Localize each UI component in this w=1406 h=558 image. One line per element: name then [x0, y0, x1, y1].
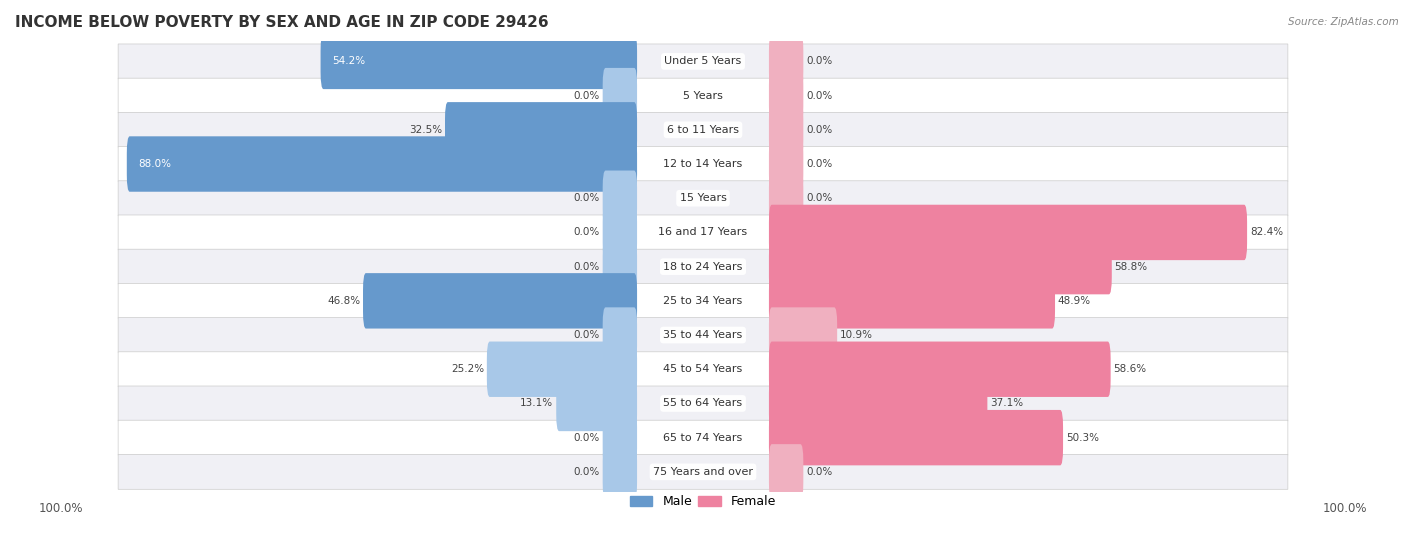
Text: Source: ZipAtlas.com: Source: ZipAtlas.com [1288, 17, 1399, 27]
FancyBboxPatch shape [603, 307, 637, 363]
FancyBboxPatch shape [118, 318, 1288, 353]
Text: 58.8%: 58.8% [1115, 262, 1147, 272]
FancyBboxPatch shape [118, 249, 1288, 284]
FancyBboxPatch shape [603, 205, 637, 260]
Text: 0.0%: 0.0% [574, 193, 600, 203]
FancyBboxPatch shape [603, 171, 637, 226]
Text: 48.9%: 48.9% [1057, 296, 1091, 306]
Text: 50.3%: 50.3% [1066, 432, 1099, 442]
Text: 0.0%: 0.0% [574, 432, 600, 442]
Text: 0.0%: 0.0% [574, 90, 600, 100]
FancyBboxPatch shape [769, 33, 803, 89]
FancyBboxPatch shape [769, 68, 803, 123]
FancyBboxPatch shape [486, 341, 637, 397]
FancyBboxPatch shape [769, 444, 803, 499]
Text: 75 Years and over: 75 Years and over [652, 467, 754, 477]
Text: 37.1%: 37.1% [990, 398, 1024, 408]
FancyBboxPatch shape [769, 102, 803, 157]
FancyBboxPatch shape [446, 102, 637, 157]
FancyBboxPatch shape [769, 239, 1112, 294]
Text: 0.0%: 0.0% [574, 467, 600, 477]
Text: 0.0%: 0.0% [806, 467, 832, 477]
FancyBboxPatch shape [118, 386, 1288, 421]
Text: INCOME BELOW POVERTY BY SEX AND AGE IN ZIP CODE 29426: INCOME BELOW POVERTY BY SEX AND AGE IN Z… [15, 15, 548, 30]
FancyBboxPatch shape [127, 136, 637, 192]
Text: 88.0%: 88.0% [138, 159, 172, 169]
FancyBboxPatch shape [363, 273, 637, 329]
FancyBboxPatch shape [118, 78, 1288, 113]
Text: 18 to 24 Years: 18 to 24 Years [664, 262, 742, 272]
FancyBboxPatch shape [118, 44, 1288, 79]
FancyBboxPatch shape [603, 239, 637, 294]
FancyBboxPatch shape [603, 444, 637, 499]
Text: 35 to 44 Years: 35 to 44 Years [664, 330, 742, 340]
FancyBboxPatch shape [321, 33, 637, 89]
FancyBboxPatch shape [769, 136, 803, 192]
FancyBboxPatch shape [769, 205, 1247, 260]
FancyBboxPatch shape [118, 112, 1288, 147]
FancyBboxPatch shape [769, 341, 1111, 397]
Text: 0.0%: 0.0% [806, 159, 832, 169]
Text: 55 to 64 Years: 55 to 64 Years [664, 398, 742, 408]
Text: 82.4%: 82.4% [1250, 228, 1284, 238]
FancyBboxPatch shape [769, 376, 987, 431]
FancyBboxPatch shape [603, 410, 637, 465]
Text: 25 to 34 Years: 25 to 34 Years [664, 296, 742, 306]
Text: 10.9%: 10.9% [839, 330, 873, 340]
Text: 65 to 74 Years: 65 to 74 Years [664, 432, 742, 442]
FancyBboxPatch shape [118, 283, 1288, 318]
FancyBboxPatch shape [118, 352, 1288, 387]
FancyBboxPatch shape [118, 147, 1288, 181]
FancyBboxPatch shape [769, 273, 1054, 329]
Text: 0.0%: 0.0% [574, 228, 600, 238]
FancyBboxPatch shape [118, 181, 1288, 216]
FancyBboxPatch shape [118, 215, 1288, 250]
Text: 46.8%: 46.8% [328, 296, 360, 306]
Legend: Male, Female: Male, Female [624, 490, 782, 513]
FancyBboxPatch shape [118, 454, 1288, 489]
FancyBboxPatch shape [557, 376, 637, 431]
FancyBboxPatch shape [603, 68, 637, 123]
Text: 32.5%: 32.5% [409, 125, 441, 135]
Text: 0.0%: 0.0% [806, 56, 832, 66]
FancyBboxPatch shape [769, 307, 837, 363]
Text: Under 5 Years: Under 5 Years [665, 56, 741, 66]
Text: 0.0%: 0.0% [806, 90, 832, 100]
Text: 0.0%: 0.0% [806, 193, 832, 203]
Text: 16 and 17 Years: 16 and 17 Years [658, 228, 748, 238]
Text: 13.1%: 13.1% [520, 398, 554, 408]
FancyBboxPatch shape [769, 410, 1063, 465]
Text: 5 Years: 5 Years [683, 90, 723, 100]
Text: 15 Years: 15 Years [679, 193, 727, 203]
Text: 6 to 11 Years: 6 to 11 Years [666, 125, 740, 135]
Text: 12 to 14 Years: 12 to 14 Years [664, 159, 742, 169]
Text: 0.0%: 0.0% [574, 262, 600, 272]
Text: 0.0%: 0.0% [806, 125, 832, 135]
Text: 54.2%: 54.2% [332, 56, 366, 66]
FancyBboxPatch shape [769, 171, 803, 226]
FancyBboxPatch shape [118, 420, 1288, 455]
Text: 58.6%: 58.6% [1114, 364, 1147, 374]
Text: 25.2%: 25.2% [451, 364, 484, 374]
Text: 45 to 54 Years: 45 to 54 Years [664, 364, 742, 374]
Text: 0.0%: 0.0% [574, 330, 600, 340]
